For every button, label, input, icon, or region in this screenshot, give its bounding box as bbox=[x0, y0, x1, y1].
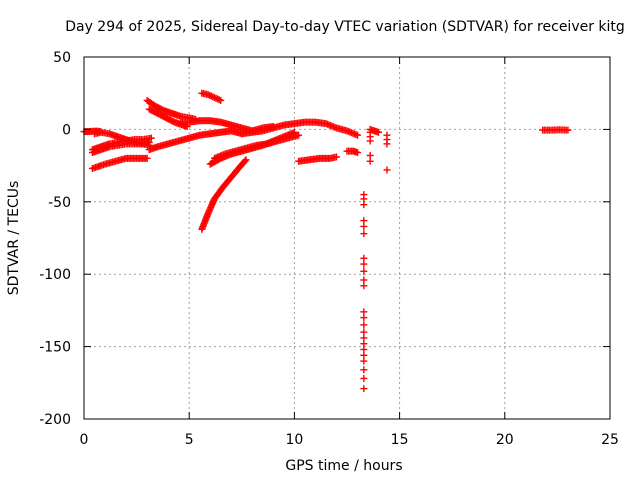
data-point bbox=[360, 314, 368, 322]
y-tick-label: 0 bbox=[62, 122, 71, 138]
data-point bbox=[360, 282, 368, 290]
data-point bbox=[295, 131, 303, 139]
data-point bbox=[143, 154, 151, 162]
plot-frame bbox=[83, 56, 611, 420]
data-point bbox=[204, 91, 212, 99]
data-point bbox=[145, 138, 153, 146]
data-point bbox=[360, 230, 368, 238]
data-point bbox=[360, 366, 368, 374]
data-point bbox=[215, 96, 223, 104]
data-point bbox=[564, 126, 572, 134]
data-point bbox=[354, 149, 362, 157]
data-point bbox=[147, 134, 155, 142]
x-tick-label: 5 bbox=[185, 432, 194, 448]
chart-title: Day 294 of 2025, Sidereal Day-to-day VTE… bbox=[65, 19, 625, 35]
data-point bbox=[375, 128, 383, 136]
data-point bbox=[354, 131, 362, 139]
y-axis-label: SDTVAR / TECUs bbox=[6, 181, 22, 296]
x-tick-label: 10 bbox=[285, 432, 303, 448]
data-point bbox=[207, 92, 215, 100]
data-points bbox=[80, 89, 572, 393]
data-point bbox=[360, 222, 368, 230]
grid-lines bbox=[84, 57, 610, 419]
x-tick-label: 20 bbox=[496, 432, 514, 448]
x-tick-label: 25 bbox=[601, 432, 619, 448]
data-point bbox=[366, 157, 374, 165]
data-point bbox=[360, 260, 368, 268]
y-tick-label: -100 bbox=[39, 267, 71, 283]
data-point bbox=[241, 157, 249, 165]
data-point bbox=[206, 91, 214, 99]
data-point bbox=[360, 267, 368, 275]
y-tick-label: -200 bbox=[39, 412, 71, 428]
data-point bbox=[242, 156, 250, 164]
y-tick-label: 50 bbox=[53, 50, 71, 66]
x-tick-label: 0 bbox=[80, 432, 89, 448]
data-point bbox=[383, 166, 391, 174]
data-point bbox=[269, 123, 277, 131]
data-point bbox=[360, 321, 368, 329]
data-point bbox=[366, 137, 374, 145]
x-axis-label: GPS time / hours bbox=[285, 458, 402, 474]
data-point bbox=[212, 94, 220, 102]
data-point bbox=[214, 95, 222, 103]
data-point bbox=[332, 153, 340, 161]
data-point bbox=[210, 94, 218, 102]
data-point bbox=[209, 93, 217, 101]
data-point bbox=[217, 96, 225, 104]
y-tick-label: -50 bbox=[48, 195, 71, 211]
data-point bbox=[360, 374, 368, 382]
data-point bbox=[360, 201, 368, 209]
data-point bbox=[383, 140, 391, 148]
x-tick-label: 15 bbox=[391, 432, 409, 448]
y-tick-label: -150 bbox=[39, 340, 71, 356]
data-point bbox=[360, 357, 368, 365]
data-point bbox=[360, 385, 368, 393]
axis-ticks: 0 5 10 15 20 25 50 0 -50 -100 -150 -200 bbox=[39, 50, 619, 448]
